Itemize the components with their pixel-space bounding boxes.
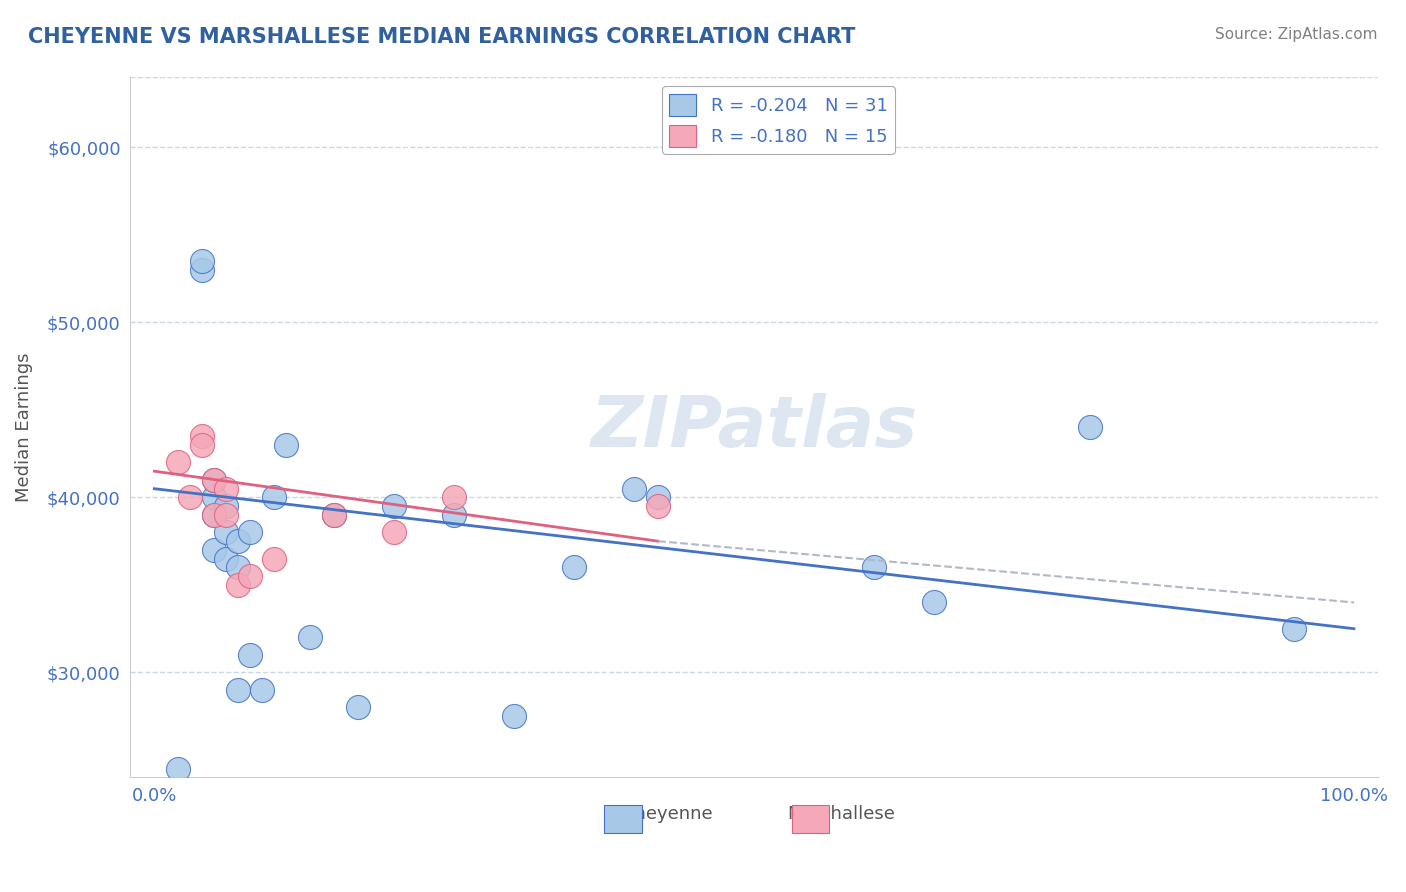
Legend: R = -0.204   N = 31, R = -0.180   N = 15: R = -0.204 N = 31, R = -0.180 N = 15 <box>662 87 894 154</box>
Point <box>263 491 285 505</box>
Text: ZIPatlas: ZIPatlas <box>591 393 918 462</box>
Point <box>623 482 645 496</box>
Point <box>276 438 298 452</box>
Point <box>863 560 886 574</box>
Point <box>239 648 262 662</box>
Point <box>1282 622 1305 636</box>
Point <box>647 499 669 513</box>
Point <box>1078 420 1101 434</box>
Point <box>202 473 225 487</box>
Point <box>191 429 214 443</box>
Point <box>191 254 214 268</box>
FancyBboxPatch shape <box>792 805 830 833</box>
Point <box>202 508 225 522</box>
Point <box>239 525 262 540</box>
Text: Marshallese: Marshallese <box>787 805 896 823</box>
Point <box>252 682 274 697</box>
Point <box>228 682 250 697</box>
Point <box>202 491 225 505</box>
Point <box>239 569 262 583</box>
Point <box>215 551 238 566</box>
Point <box>323 508 346 522</box>
Point <box>443 508 465 522</box>
Point <box>323 508 346 522</box>
FancyBboxPatch shape <box>605 805 643 833</box>
Point <box>503 709 526 723</box>
Point <box>215 499 238 513</box>
Point <box>179 491 201 505</box>
Point <box>167 455 190 469</box>
Point <box>647 491 669 505</box>
Point <box>228 578 250 592</box>
Point <box>202 508 225 522</box>
Point <box>922 595 945 609</box>
Point <box>215 525 238 540</box>
Point <box>263 551 285 566</box>
Point <box>562 560 585 574</box>
Point <box>382 525 405 540</box>
Point <box>215 482 238 496</box>
Point <box>299 631 322 645</box>
Point <box>202 473 225 487</box>
Point <box>347 700 370 714</box>
Point <box>167 762 190 776</box>
Point <box>443 491 465 505</box>
Text: CHEYENNE VS MARSHALLESE MEDIAN EARNINGS CORRELATION CHART: CHEYENNE VS MARSHALLESE MEDIAN EARNINGS … <box>28 27 855 46</box>
Text: Source: ZipAtlas.com: Source: ZipAtlas.com <box>1215 27 1378 42</box>
Point <box>228 560 250 574</box>
Point <box>228 534 250 549</box>
Point <box>191 263 214 277</box>
Point <box>215 508 238 522</box>
Point <box>202 543 225 558</box>
Text: Cheyenne: Cheyenne <box>621 805 711 823</box>
Point <box>382 499 405 513</box>
Y-axis label: Median Earnings: Median Earnings <box>15 352 32 502</box>
Point <box>191 438 214 452</box>
